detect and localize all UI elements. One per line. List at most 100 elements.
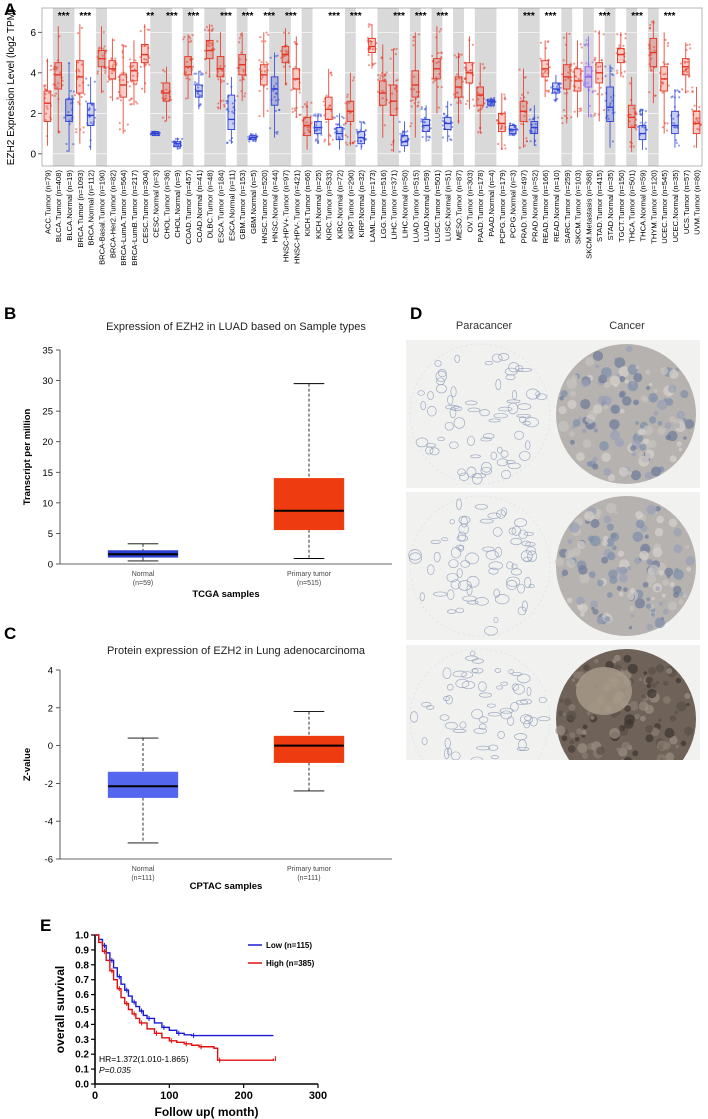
jitter-point — [160, 81, 163, 85]
alveolus — [482, 546, 495, 552]
alveolus — [517, 403, 532, 410]
tissue-stain — [576, 452, 585, 462]
jitter-point — [47, 91, 51, 94]
jitter-point — [503, 96, 506, 99]
y-tick-label: 4 — [30, 68, 36, 79]
tissue-core-outline — [409, 343, 551, 485]
tissue-stain — [572, 678, 576, 682]
y-tick-label: 0.2 — [75, 1050, 89, 1061]
jitter-point — [611, 99, 614, 102]
jitter-point — [416, 105, 419, 108]
alveolus — [491, 353, 503, 363]
jitter-point — [238, 37, 242, 40]
jitter-point — [274, 131, 278, 134]
tissue-stain — [666, 668, 673, 674]
alveolus — [437, 436, 445, 442]
box-normal — [355, 120, 368, 150]
jitter-point — [644, 147, 648, 150]
x-tick-count: (n=515) — [297, 580, 321, 587]
jitter-point — [160, 91, 163, 94]
jitter-point — [185, 77, 188, 80]
jitter-point — [82, 126, 85, 129]
jitter-point — [83, 93, 86, 96]
jitter-point — [101, 90, 105, 93]
jitter-point — [384, 78, 387, 81]
significance-marker: *** — [188, 11, 200, 22]
jitter-point — [338, 137, 342, 140]
x-axis-label: TCGA samples — [192, 589, 259, 600]
x-tick-label: LUAD.Normal (n=59) — [422, 170, 431, 242]
tissue-stain — [674, 418, 685, 430]
tissue-stain — [669, 582, 675, 588]
jitter-point — [52, 68, 55, 71]
jitter-point — [485, 99, 488, 102]
jitter-point — [440, 55, 443, 59]
alveolus — [446, 572, 459, 583]
tissue-stain — [619, 408, 625, 414]
jitter-point — [291, 110, 294, 114]
tissue-stain — [655, 506, 661, 512]
jitter-point — [417, 33, 420, 36]
jitter-point — [534, 144, 537, 147]
jitter-point — [330, 74, 333, 77]
alveolus — [471, 658, 485, 664]
jitter-point — [580, 79, 584, 82]
tissue-stain — [627, 380, 639, 392]
jitter-point — [184, 71, 188, 74]
tissue-stain — [667, 601, 678, 611]
ihc-image-cancer — [552, 492, 700, 640]
alveolus — [476, 745, 491, 751]
jitter-point — [607, 117, 610, 121]
jitter-point — [146, 28, 149, 31]
alveolus — [457, 468, 466, 477]
tissue-stain — [684, 692, 691, 699]
tissue-stain — [616, 747, 620, 752]
jitter-point — [209, 41, 212, 45]
tissue-stain — [648, 583, 653, 588]
tissue-stain — [571, 374, 578, 381]
jitter-point — [122, 78, 125, 82]
alveolus — [458, 515, 471, 525]
jitter-point — [618, 44, 621, 47]
jitter-point — [573, 110, 576, 113]
tissue-stain — [588, 571, 596, 579]
tissue-stain — [611, 545, 617, 551]
jitter-point — [412, 44, 415, 47]
jitter-point — [128, 85, 132, 88]
tissue-stain — [597, 579, 604, 587]
jitter-point — [355, 128, 358, 131]
jitter-point — [164, 94, 167, 97]
x-tick-label: ACC.Tumor (n=79) — [43, 170, 52, 235]
tissue-stain — [652, 547, 663, 558]
alveolus — [460, 560, 471, 568]
alveolus — [529, 716, 538, 727]
jitter-point — [344, 141, 348, 144]
jitter-point — [404, 131, 407, 134]
tissue-stain — [624, 714, 635, 725]
jitter-point — [232, 106, 235, 109]
box-body — [65, 98, 73, 122]
alveolus — [488, 561, 504, 570]
tissue-stain — [569, 522, 580, 533]
ihc-image-paracancer — [406, 645, 554, 760]
tissue-stain — [643, 425, 653, 436]
jitter-point — [44, 118, 47, 122]
jitter-point — [500, 124, 504, 127]
tissue-stain — [590, 518, 600, 528]
tissue-stain — [633, 399, 640, 406]
box-tumor — [216, 32, 226, 110]
tissue-stain — [567, 744, 576, 753]
jitter-point — [112, 39, 116, 42]
y-tick-label: 35 — [42, 346, 53, 357]
jitter-point — [384, 73, 387, 76]
significance-marker: *** — [631, 11, 643, 22]
y-tick-label: -6 — [45, 855, 53, 866]
box-body — [411, 70, 420, 98]
x-tick-label: LUAD.Tumor (n=515) — [411, 170, 420, 243]
jitter-point — [693, 104, 696, 107]
panel-label-d: D — [410, 304, 423, 323]
alveolus — [447, 683, 454, 691]
tissue-stain — [648, 382, 653, 387]
x-tick-label: BRCA-Her2.Tumor (n=82) — [108, 170, 117, 259]
box-normal — [636, 108, 648, 150]
